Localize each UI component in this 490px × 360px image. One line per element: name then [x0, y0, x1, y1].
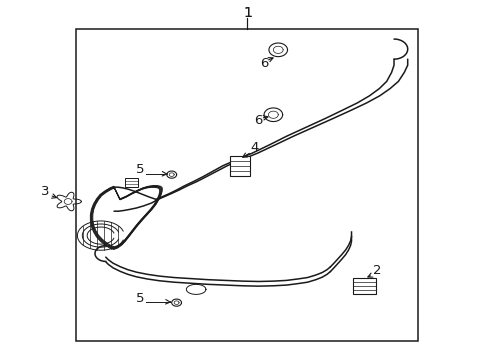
Text: 1: 1	[243, 6, 252, 20]
Text: 2: 2	[373, 264, 381, 277]
Text: 5: 5	[136, 163, 145, 176]
Text: 4: 4	[250, 141, 259, 154]
Text: 6: 6	[254, 114, 263, 127]
Bar	[230, 156, 250, 176]
Bar	[353, 278, 376, 294]
Text: 3: 3	[41, 185, 50, 198]
Bar	[76, 30, 418, 341]
Text: 1: 1	[243, 6, 252, 20]
Text: 5: 5	[136, 292, 145, 305]
Text: 6: 6	[260, 57, 269, 70]
Bar	[125, 179, 139, 187]
